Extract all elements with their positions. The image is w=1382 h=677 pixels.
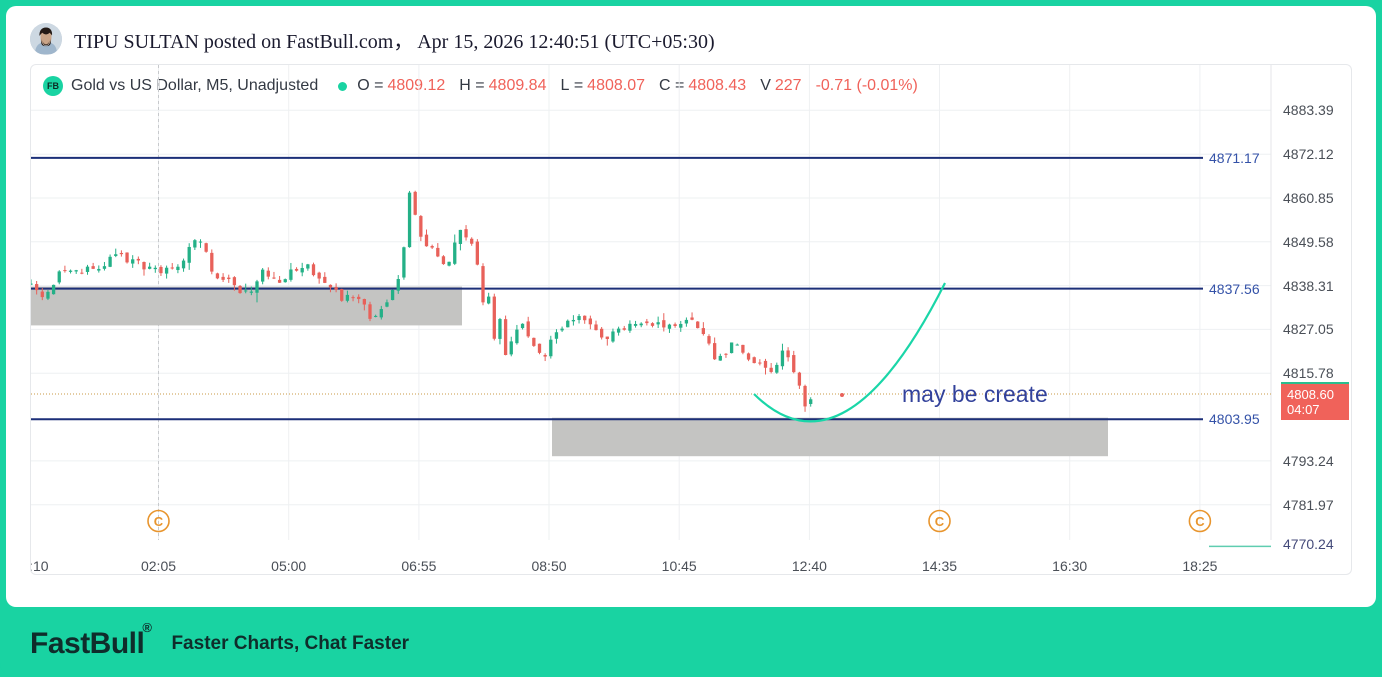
- svg-text:C: C: [1195, 514, 1205, 529]
- svg-text:C: C: [154, 514, 164, 529]
- svg-text:C: C: [935, 514, 945, 529]
- svg-text:may be create: may be create: [902, 381, 1048, 407]
